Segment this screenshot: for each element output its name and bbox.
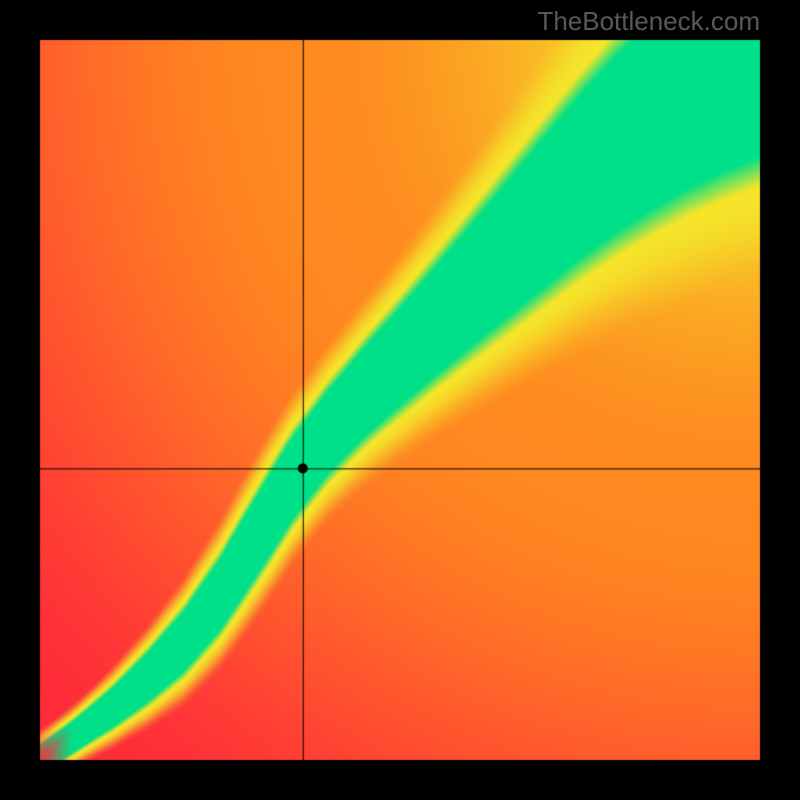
chart-container: TheBottleneck.com [0,0,800,800]
watermark-text: TheBottleneck.com [537,6,760,37]
bottleneck-heatmap [0,0,800,800]
